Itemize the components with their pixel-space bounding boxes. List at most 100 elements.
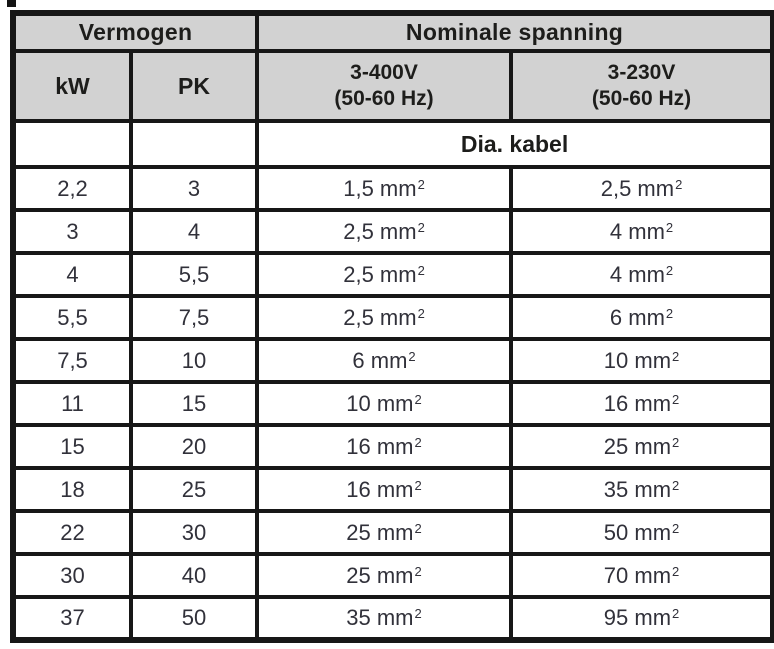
cell-kw: 2,2 bbox=[11, 165, 133, 212]
cable-size-value: 95 mm bbox=[603, 605, 672, 630]
cell-kw: 4 bbox=[11, 251, 133, 298]
cell-cable-230: 70 mm2 bbox=[509, 552, 774, 599]
superscript: 2 bbox=[414, 391, 422, 407]
cell-kw: 3 bbox=[11, 208, 133, 255]
superscript: 2 bbox=[417, 176, 425, 192]
voltage-400-label: 3-400V bbox=[350, 61, 418, 85]
superscript: 2 bbox=[417, 219, 425, 235]
cell-cable-400: 16 mm2 bbox=[255, 466, 514, 513]
cable-size-value: 10 mm bbox=[603, 347, 672, 373]
cell-kw: 5,5 bbox=[11, 294, 133, 341]
cell-cable-400: 25 mm2 bbox=[255, 552, 514, 599]
superscript: 2 bbox=[672, 520, 680, 536]
cable-size-value: 2,5 mm bbox=[343, 261, 417, 287]
cell-cable-400: 6 mm2 bbox=[255, 337, 514, 384]
cell-cable-230: 4 mm2 bbox=[509, 251, 774, 298]
cell-cable-400: 10 mm2 bbox=[255, 380, 514, 427]
subheader-dia-kabel: Dia. kabel bbox=[255, 119, 774, 169]
cable-size-value: 4 mm bbox=[609, 261, 665, 287]
table-row: 11 15 10 mm2 16 mm2 bbox=[11, 380, 774, 427]
cell-cable-400: 2,5 mm2 bbox=[255, 208, 514, 255]
cell-pk: 4 bbox=[128, 208, 260, 255]
cable-size-value: 4 mm bbox=[609, 218, 665, 244]
cell-cable-230: 6 mm2 bbox=[509, 294, 774, 341]
cell-cable-230: 16 mm2 bbox=[509, 380, 774, 427]
superscript: 2 bbox=[665, 305, 674, 321]
superscript: 2 bbox=[672, 606, 680, 621]
cable-spec-table: Vermogen Nominale spanning kW PK 3-400V … bbox=[10, 10, 774, 643]
cable-size-value: 35 mm bbox=[603, 476, 672, 502]
cable-size-value: 2,5 mm bbox=[343, 304, 417, 330]
table-row: 4 5,5 2,5 mm2 4 mm2 bbox=[11, 251, 774, 298]
column-header-pk: PK bbox=[128, 49, 260, 123]
cable-size-value: 70 mm bbox=[603, 562, 672, 588]
cable-size-value: 2,5 mm bbox=[600, 175, 675, 201]
column-group-vermogen: Vermogen bbox=[10, 11, 260, 53]
superscript: 2 bbox=[417, 305, 425, 321]
column-header-3-230v: 3-230V (50-60 Hz) bbox=[509, 49, 774, 123]
superscript: 2 bbox=[672, 477, 680, 493]
cell-cable-400: 2,5 mm2 bbox=[255, 251, 514, 298]
column-group-row: Vermogen Nominale spanning bbox=[10, 11, 774, 53]
column-group-nominale-spanning: Nominale spanning bbox=[255, 11, 774, 53]
subheader-row: Dia. kabel bbox=[11, 119, 774, 169]
cell-cable-230: 50 mm2 bbox=[509, 509, 774, 556]
table-header: Vermogen Nominale spanning kW PK 3-400V … bbox=[10, 11, 774, 169]
empty-cell-kw bbox=[11, 119, 133, 169]
cell-pk: 5,5 bbox=[128, 251, 260, 298]
cable-size-value: 2,5 mm bbox=[343, 218, 417, 244]
cable-size-value: 16 mm bbox=[346, 476, 414, 502]
cell-cable-230: 35 mm2 bbox=[509, 466, 774, 513]
superscript: 2 bbox=[672, 391, 680, 407]
superscript: 2 bbox=[675, 176, 683, 192]
table-body: 2,2 3 1,5 mm2 2,5 mm2 3 4 2,5 mm2 4 mm2 … bbox=[11, 165, 774, 642]
cell-cable-230: 95 mm2 bbox=[509, 595, 774, 642]
cable-size-value: 25 mm bbox=[346, 562, 414, 588]
superscript: 2 bbox=[414, 606, 422, 621]
cell-cable-400: 1,5 mm2 bbox=[255, 165, 514, 212]
cable-size-value: 25 mm bbox=[346, 519, 414, 545]
cell-pk: 20 bbox=[128, 423, 260, 470]
table-row: 2,2 3 1,5 mm2 2,5 mm2 bbox=[11, 165, 774, 212]
superscript: 2 bbox=[414, 477, 422, 493]
table-row: 15 20 16 mm2 25 mm2 bbox=[11, 423, 774, 470]
voltage-400-frequency-label: (50-60 Hz) bbox=[334, 87, 434, 110]
superscript: 2 bbox=[408, 348, 416, 364]
cell-kw: 11 bbox=[11, 380, 133, 427]
cell-cable-400: 16 mm2 bbox=[255, 423, 514, 470]
cell-pk: 40 bbox=[128, 552, 260, 599]
cable-size-value: 6 mm bbox=[352, 347, 408, 373]
superscript: 2 bbox=[414, 520, 422, 536]
cable-size-value: 16 mm bbox=[346, 433, 414, 459]
cell-cable-230: 25 mm2 bbox=[509, 423, 774, 470]
superscript: 2 bbox=[665, 219, 674, 235]
cell-cable-230: 2,5 mm2 bbox=[509, 165, 774, 212]
column-header-row: kW PK 3-400V (50-60 Hz) 3-230V (50-60 Hz… bbox=[11, 49, 774, 123]
superscript: 2 bbox=[672, 563, 680, 579]
table-row: 5,5 7,5 2,5 mm2 6 mm2 bbox=[11, 294, 774, 341]
voltage-230-frequency-label: (50-60 Hz) bbox=[591, 87, 692, 110]
cell-kw: 18 bbox=[11, 466, 133, 513]
superscript: 2 bbox=[672, 348, 680, 364]
column-header-3-400v: 3-400V (50-60 Hz) bbox=[255, 49, 514, 123]
cell-kw: 7,5 bbox=[11, 337, 133, 384]
cell-cable-400: 2,5 mm2 bbox=[255, 294, 514, 341]
cell-pk: 3 bbox=[128, 165, 260, 212]
cable-size-value: 10 mm bbox=[346, 390, 414, 416]
cable-size-value: 35 mm bbox=[346, 605, 414, 630]
cable-size-value: 50 mm bbox=[603, 519, 672, 545]
voltage-230-label: 3-230V bbox=[607, 61, 676, 85]
cell-cable-230: 4 mm2 bbox=[509, 208, 774, 255]
cell-pk: 25 bbox=[128, 466, 260, 513]
table-row: 7,5 10 6 mm2 10 mm2 bbox=[11, 337, 774, 384]
superscript: 2 bbox=[417, 262, 425, 278]
table-row: 22 30 25 mm2 50 mm2 bbox=[11, 509, 774, 556]
superscript: 2 bbox=[414, 563, 422, 579]
table-row: 18 25 16 mm2 35 mm2 bbox=[11, 466, 774, 513]
cable-size-value: 16 mm bbox=[603, 390, 672, 416]
cell-pk: 30 bbox=[128, 509, 260, 556]
cable-size-value: 6 mm bbox=[609, 304, 665, 330]
table-row: 3 4 2,5 mm2 4 mm2 bbox=[11, 208, 774, 255]
cell-kw: 15 bbox=[11, 423, 133, 470]
